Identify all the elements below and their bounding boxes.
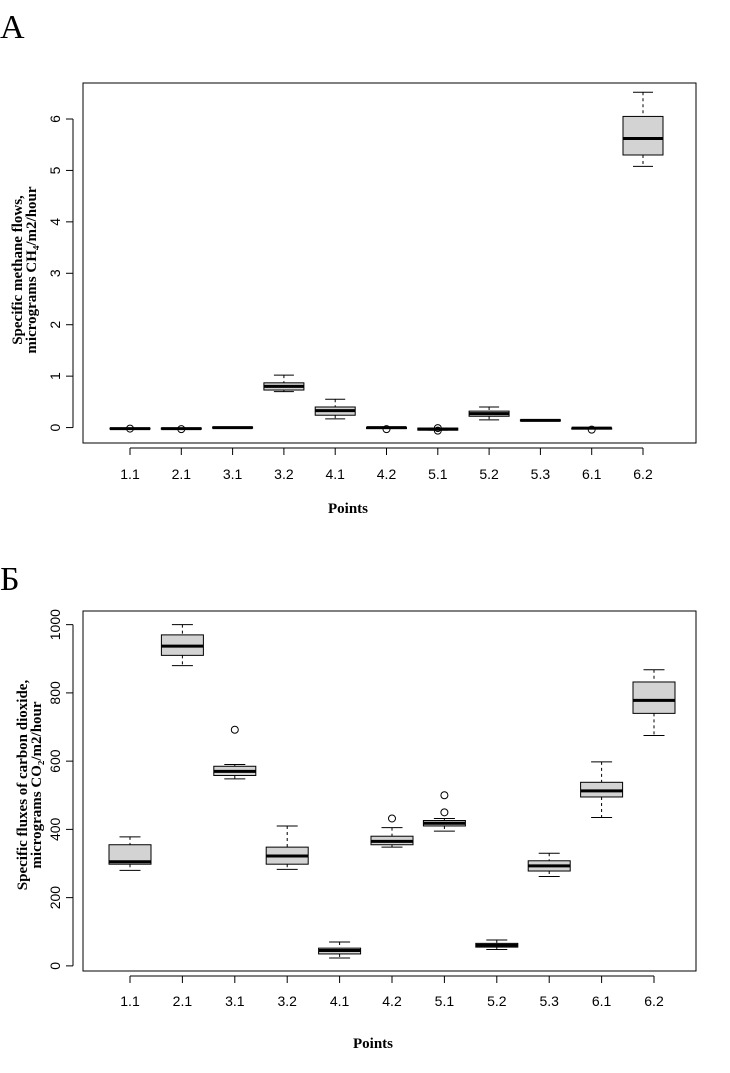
iqr-box (632, 681, 676, 714)
methane-x-axis-title: Points (328, 501, 368, 517)
methane-x-tick-label: 6.1 (582, 466, 602, 482)
outlier-point (388, 814, 396, 823)
co2-box-5.1 (422, 791, 466, 832)
co2-box-6.1 (580, 761, 624, 818)
methane-y-axis-title-line1: Specific methane flows, (10, 195, 26, 345)
outlier-point (587, 425, 596, 434)
methane-x-tick-label: 4.2 (377, 466, 397, 482)
co2-box-3.1 (213, 725, 257, 780)
methane-y-tick-label: 5 (47, 166, 63, 174)
methane-box-5.3 (519, 418, 561, 422)
co2-y-tick-label: 800 (47, 681, 63, 705)
iqr-box (108, 844, 152, 865)
methane-x-tick-label: 1.1 (120, 466, 140, 482)
co2-box-3.2 (265, 825, 309, 870)
co2-x-tick-label: 5.2 (487, 993, 507, 1009)
methane-x-tick-label: 5.2 (479, 466, 499, 482)
outlier-point (230, 725, 239, 734)
methane-x-tick-label: 2.1 (172, 466, 192, 482)
co2-x-tick-label: 1.1 (120, 993, 140, 1009)
co2-x-tick-label: 3.2 (277, 993, 297, 1009)
co2-x-tick-label: 5.3 (539, 993, 559, 1009)
methane-box-4.1 (314, 398, 356, 420)
co2-box-6.2 (632, 669, 676, 737)
methane-y-tick-label: 3 (47, 269, 63, 277)
methane-x-tick-label: 5.3 (531, 466, 551, 482)
methane-x-tick-label: 3.2 (274, 466, 294, 482)
methane-box-5.1 (417, 424, 459, 435)
co2-box-4.1 (318, 941, 362, 959)
co2-box-2.1 (160, 624, 204, 667)
co2-y-tick-label: 0 (47, 962, 63, 970)
co2-x-axis-title: Points (353, 1036, 393, 1052)
co2-x-tick-label: 4.2 (382, 993, 402, 1009)
methane-box-1.1 (109, 424, 151, 433)
methane-y-tick-label: 1 (47, 372, 63, 380)
co2-x-tick-label: 4.1 (330, 993, 350, 1009)
panel-letter-a: А (0, 9, 25, 46)
co2-y-axis: 0 200 400 600 800 1000 (47, 609, 74, 970)
outlier-point (433, 426, 442, 435)
methane-y-axis: 0 1 2 3 4 5 6 (47, 115, 74, 431)
co2-y-axis-title: Specific fluxes of carbon dioxide, micro… (15, 680, 45, 891)
outlier-point (126, 424, 134, 433)
methane-box-5.2 (468, 406, 510, 421)
methane-y-tick-label: 4 (47, 218, 63, 226)
co2-y-tick-label: 1000 (47, 609, 63, 640)
methane-plot-frame (82, 82, 697, 444)
outlier-point (440, 808, 449, 817)
methane-box-4.2 (366, 425, 407, 434)
methane-box-2.1 (160, 425, 202, 434)
methane-box-6.2 (622, 91, 664, 167)
co2-x-tick-label: 6.1 (592, 993, 612, 1009)
co2-x-tick-label: 6.2 (644, 993, 664, 1009)
outlier-point (440, 791, 449, 800)
co2-box-1.1 (108, 836, 152, 871)
co2-y-tick-label: 400 (47, 817, 63, 841)
co2-y-axis-title-line2: micrograms CO₂/m2/hour (29, 701, 45, 868)
outlier-point (433, 424, 442, 433)
methane-x-tick-label: 5.1 (428, 466, 448, 482)
methane-box-3.2 (263, 374, 305, 393)
co2-x-tick-label: 2.1 (173, 993, 193, 1009)
panel-letter-b: Б (0, 561, 20, 598)
methane-box-3.1 (212, 426, 254, 430)
co2-x-axis: 1.1 2.1 3.1 3.2 4.1 4.2 5.1 5.2 5.3 6.1 6.2 (120, 975, 664, 1009)
co2-plot-frame (82, 610, 697, 972)
co2-boxes (108, 624, 676, 959)
iqr-box (622, 115, 664, 156)
methane-box-6.1 (571, 425, 613, 434)
methane-x-axis: 1.1 2.1 3.1 3.2 4.1 4.2 5.1 5.2 5.3 6.1 6.2 (120, 447, 653, 482)
co2-box-5.2 (475, 939, 519, 951)
co2-y-tick-label: 600 (47, 749, 63, 773)
methane-y-tick-label: 0 (47, 423, 63, 431)
methane-y-axis-title-line2: micrograms CH₄/m2/hour (24, 186, 40, 353)
outlier-point (382, 425, 391, 434)
methane-boxes (109, 91, 664, 435)
co2-panel: Б 0 200 400 600 800 1000 1.1 2.1 3.1 3.2 4.1 4.2 5.… (0, 561, 697, 1052)
co2-x-tick-label: 3.1 (225, 993, 245, 1009)
co2-box-5.3 (527, 852, 571, 877)
methane-x-tick-label: 4.1 (325, 466, 345, 482)
methane-y-tick-label: 6 (47, 115, 63, 123)
co2-x-tick-label: 5.1 (435, 993, 455, 1009)
co2-y-tick-label: 200 (47, 886, 63, 910)
outlier-point (177, 425, 186, 434)
methane-y-axis-title: Specific methane flows, micrograms CH₄/m… (10, 186, 40, 353)
methane-y-tick-label: 2 (47, 321, 63, 329)
methane-panel: А 0 1 2 3 4 5 6 1.1 2.1 3.1 3.2 4.1 4.2 5.1 5.2 5.3 6.1… (0, 9, 697, 517)
methane-x-tick-label: 6.2 (633, 466, 653, 482)
co2-box-4.2 (370, 814, 414, 848)
co2-y-axis-title-line1: Specific fluxes of carbon dioxide, (15, 680, 31, 891)
methane-x-tick-label: 3.1 (223, 466, 243, 482)
